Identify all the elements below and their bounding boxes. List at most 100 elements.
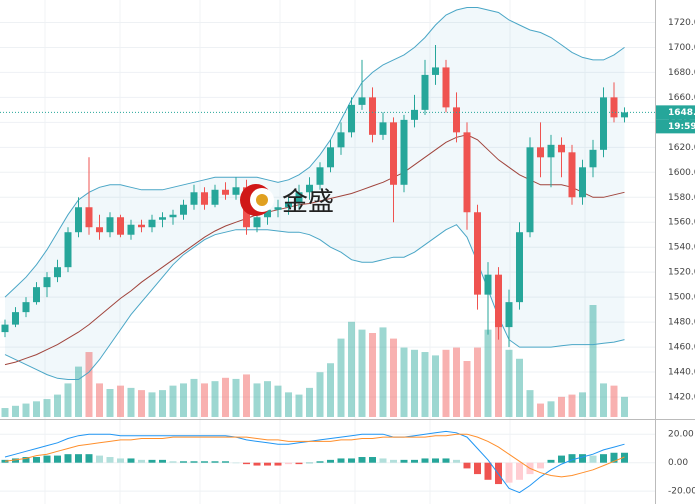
volume-bar xyxy=(327,363,334,417)
volume-bar xyxy=(316,372,324,417)
candle-body xyxy=(369,97,376,135)
volume-bar xyxy=(600,383,607,417)
macd-histogram-bar xyxy=(316,461,324,463)
y-tick-label: 1520.00 xyxy=(668,268,695,278)
signal-line xyxy=(4,433,625,478)
y-tick-label: 1420.00 xyxy=(668,393,695,403)
candle-body xyxy=(316,167,324,185)
candle-body xyxy=(54,267,61,278)
macd-histogram-bar xyxy=(411,459,418,463)
candle-body xyxy=(442,67,450,108)
macd-histogram-bar xyxy=(400,459,408,463)
candle-body xyxy=(43,277,51,288)
candle-body xyxy=(453,107,460,133)
volume-bar xyxy=(589,305,597,417)
macd-histogram-bar xyxy=(327,459,334,463)
macd-histogram-bar xyxy=(190,461,198,463)
macd-histogram-bar xyxy=(610,452,618,463)
volume-bar xyxy=(85,352,93,417)
y-tick-label: 1700.00 xyxy=(668,43,695,53)
volume-bar xyxy=(484,329,492,417)
y-tick-label: 1480.00 xyxy=(668,318,695,328)
macd-histogram-bar xyxy=(243,462,250,465)
candle-body xyxy=(33,287,40,303)
candle-body xyxy=(558,144,565,153)
volume-bar xyxy=(33,401,40,417)
volume-bar xyxy=(453,347,460,417)
candle-body xyxy=(589,149,597,168)
candle-body xyxy=(463,132,471,213)
macd-histogram-bar xyxy=(12,458,19,463)
candle-body xyxy=(516,232,523,303)
candle-body xyxy=(117,217,124,235)
volume-bar xyxy=(463,361,471,417)
macd-histogram-bar xyxy=(484,462,492,480)
macd-histogram-bar xyxy=(474,462,481,475)
candle-body xyxy=(159,217,166,220)
volume-bar xyxy=(1,408,9,417)
volume-bar xyxy=(222,377,229,417)
candle-body xyxy=(127,224,135,235)
macd-histogram-bar xyxy=(621,452,628,463)
volume-bar xyxy=(159,390,166,417)
volume-bar xyxy=(274,385,282,417)
band-middle xyxy=(4,134,625,366)
candle-body xyxy=(358,97,366,105)
candle-body xyxy=(169,214,177,218)
candle-body xyxy=(201,192,208,205)
volume-bar xyxy=(390,338,397,417)
volume-bar xyxy=(537,403,544,417)
macd-tick-label: 0.00 xyxy=(668,458,688,468)
volume-bar xyxy=(369,333,376,417)
candle-body xyxy=(400,119,408,185)
macd-histogram-bar xyxy=(264,462,271,466)
volume-bar xyxy=(22,403,30,417)
volume-bar xyxy=(568,394,576,417)
band-area xyxy=(5,7,625,380)
volume-bar xyxy=(148,392,156,417)
macd-histogram-bar xyxy=(558,455,565,463)
macd-histogram-bar xyxy=(390,459,397,463)
candle-body xyxy=(579,167,586,198)
macd-histogram-bar xyxy=(64,454,72,463)
last-price-box xyxy=(656,105,695,120)
volume-bar xyxy=(411,349,418,417)
macd-histogram-bar xyxy=(369,457,376,463)
candle-body xyxy=(568,152,576,198)
candle-body xyxy=(474,212,481,295)
candle-body xyxy=(222,189,229,195)
volume-bar xyxy=(201,383,208,417)
candle-body xyxy=(526,147,534,233)
macd-histogram-bar xyxy=(85,454,93,463)
y-tick-label: 1500.00 xyxy=(668,293,695,303)
candle-body xyxy=(274,207,282,210)
macd-histogram-bar xyxy=(537,462,544,469)
volume-bar xyxy=(558,396,565,417)
volume-bar xyxy=(243,374,250,417)
candle-body xyxy=(610,97,618,118)
volume-bar xyxy=(379,327,387,417)
volume-bar xyxy=(106,389,114,417)
candle-body xyxy=(138,224,145,228)
volume-bar xyxy=(579,392,586,417)
macd-tick-label: -20.00 xyxy=(668,487,695,497)
macd-histogram-bar xyxy=(274,462,282,466)
macd-histogram-bar xyxy=(211,461,219,463)
volume-bar xyxy=(442,349,450,417)
volume-bar xyxy=(169,385,177,417)
volume-bar xyxy=(337,338,345,417)
volume-bar xyxy=(400,347,408,417)
macd-histogram-bar xyxy=(180,461,187,463)
macd-histogram-bar xyxy=(547,459,555,463)
candle-body xyxy=(600,97,607,150)
macd-histogram-bar xyxy=(96,455,103,463)
band-lower xyxy=(4,224,625,380)
candle-body xyxy=(264,209,271,218)
candle-body xyxy=(285,202,292,208)
volume-bar xyxy=(432,355,439,417)
volume-bar xyxy=(54,394,61,417)
macd-histogram-bar xyxy=(159,459,166,463)
macd-histogram-bar xyxy=(22,457,30,463)
volume-bar xyxy=(211,381,219,417)
candle-body xyxy=(12,312,19,325)
